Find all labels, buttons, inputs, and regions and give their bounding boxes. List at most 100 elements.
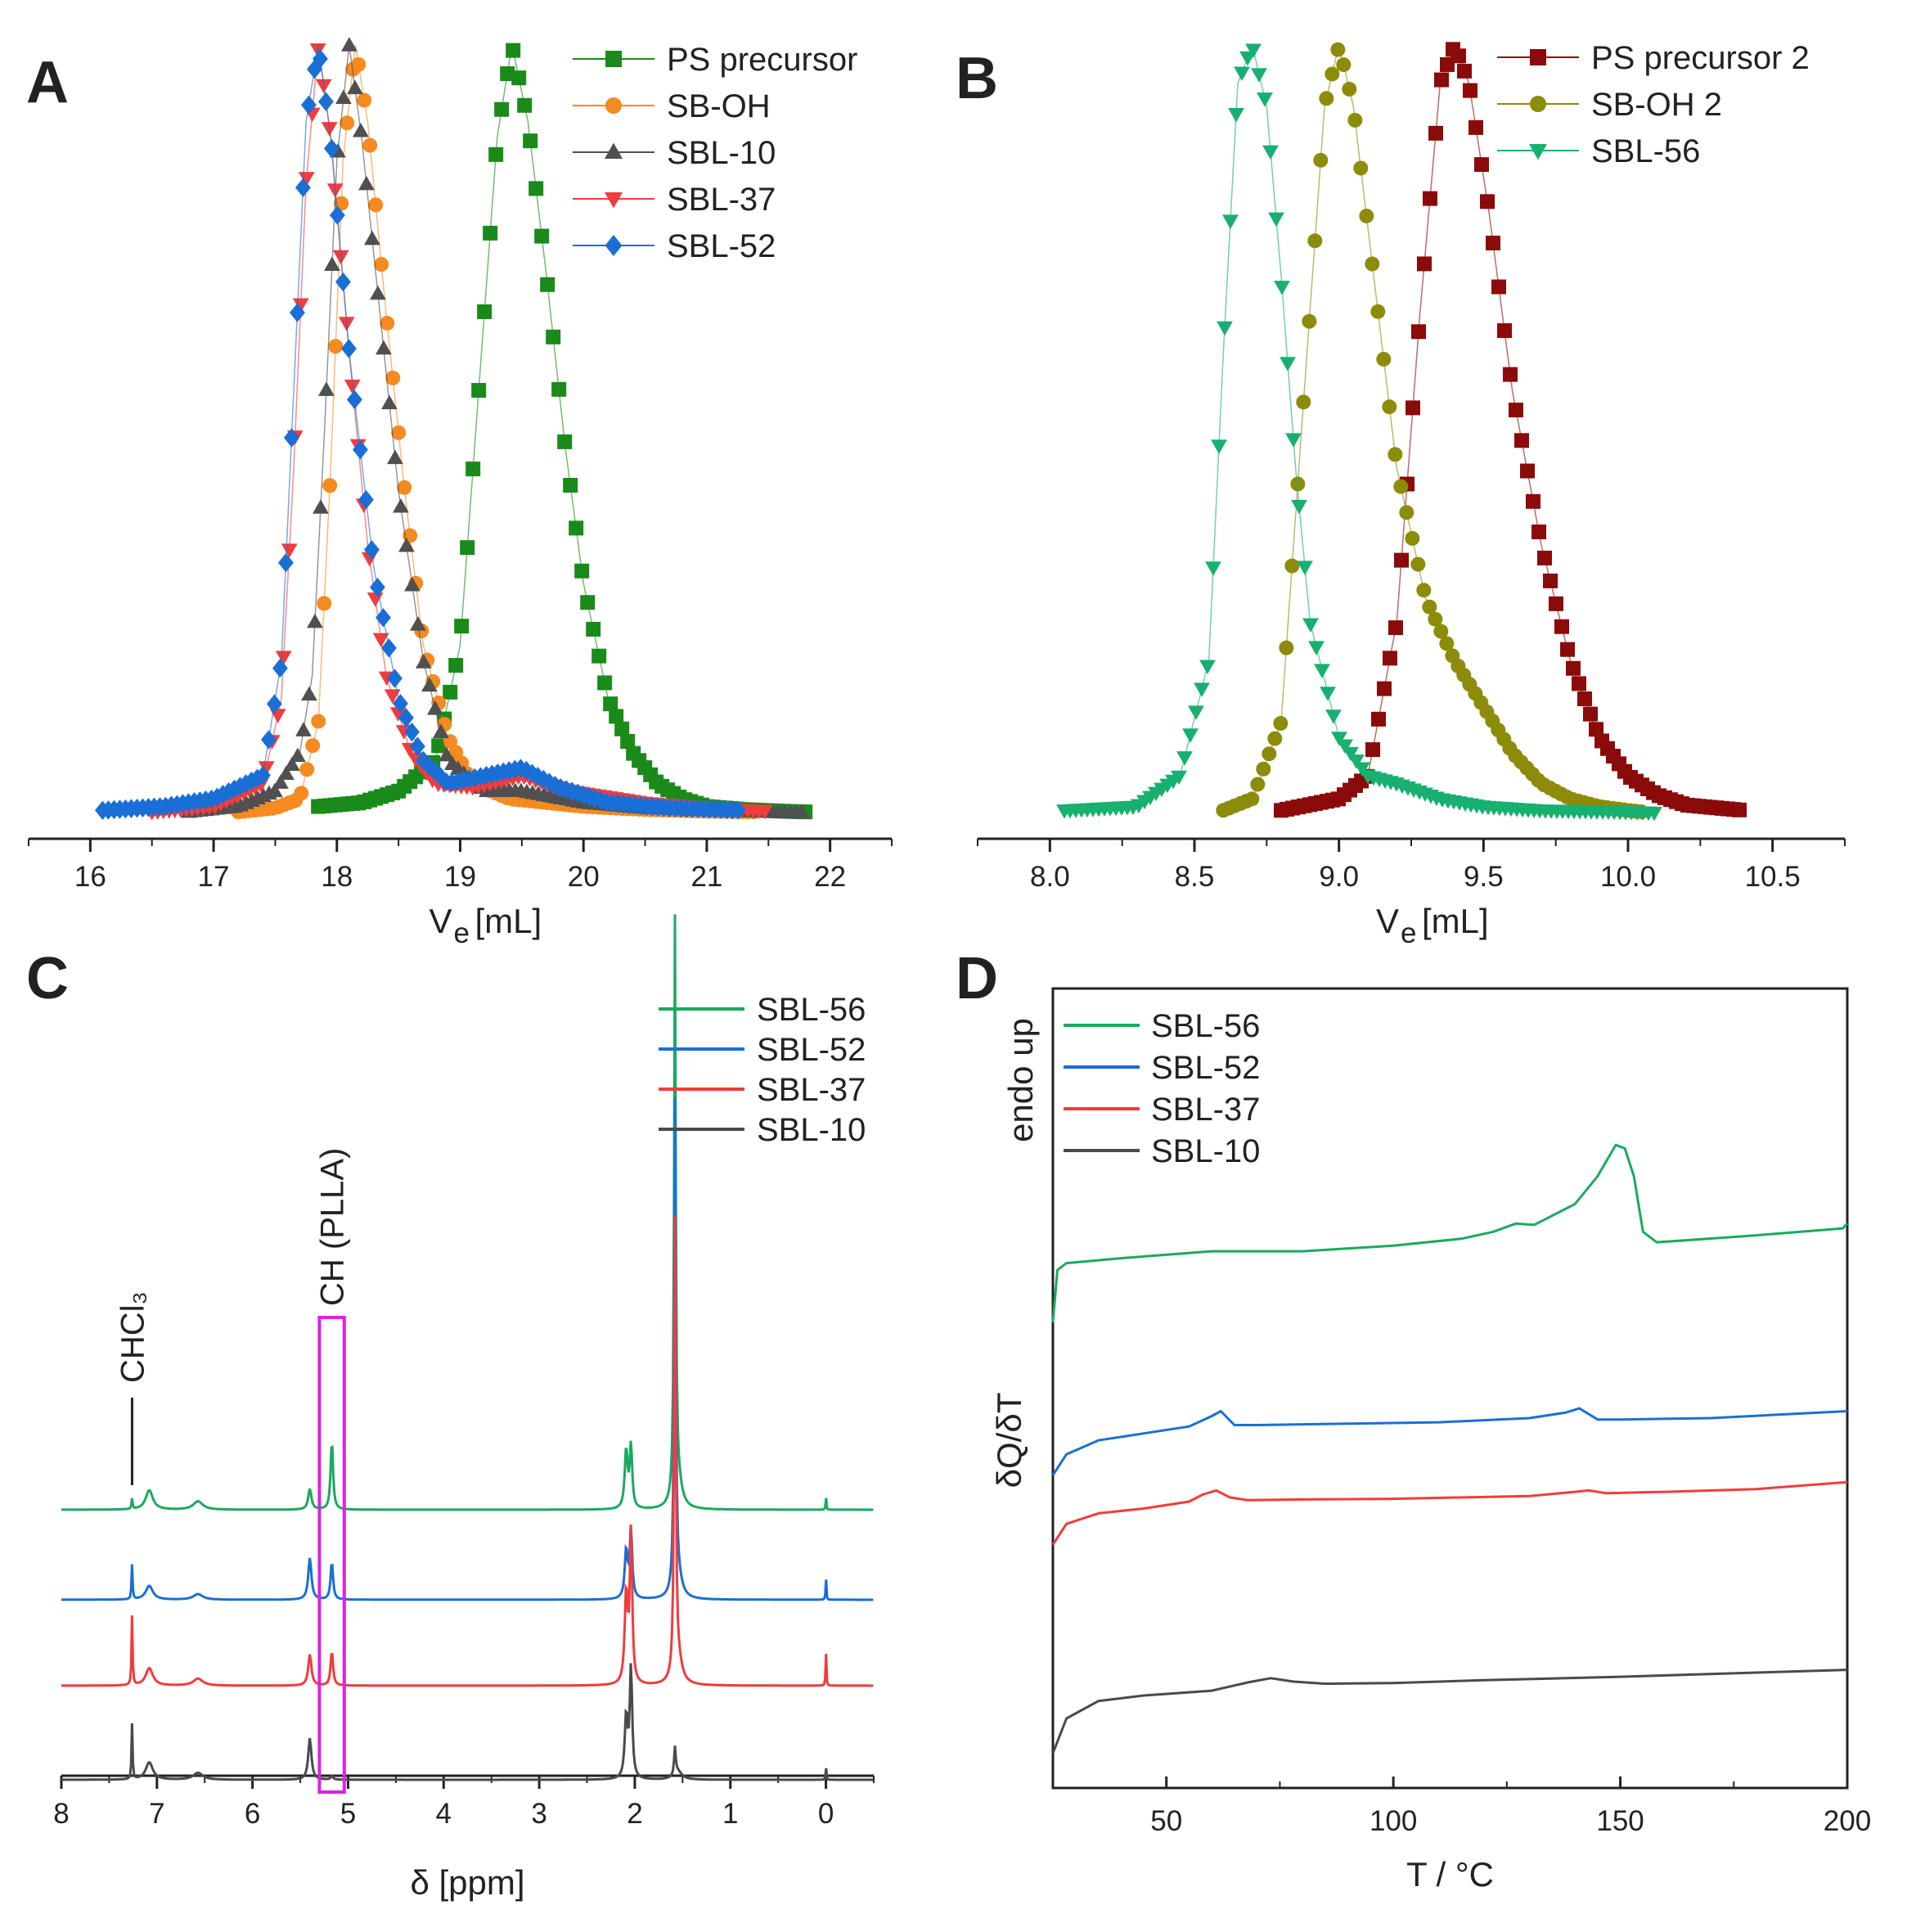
panel-a-point — [294, 786, 309, 801]
panel-c-spectrum-sbl-37 — [61, 1215, 874, 1687]
panel-d-endo-up-annotation: endo up — [1001, 1018, 1040, 1142]
panel-a-point — [289, 303, 305, 322]
panel-b-point — [1474, 157, 1489, 173]
panel-d-curve-sbl-52 — [1051, 1407, 1848, 1476]
panel-a-point — [794, 804, 810, 819]
panel-d-legend-label: SBL-37 — [1151, 1092, 1260, 1128]
panel-d-y-label: δQ/δT — [990, 1393, 1028, 1488]
panel-c-chcl3-annotation: CHCl₃ — [115, 1291, 151, 1383]
panel-b-point — [1250, 777, 1266, 792]
panel-d-curve-sbl-56 — [1051, 1143, 1849, 1322]
panel-b-point — [1342, 81, 1357, 97]
panel-b-point — [1503, 367, 1518, 382]
panel-a-point — [477, 304, 492, 319]
panel-a-point — [393, 498, 409, 513]
panel-b-point — [1365, 742, 1380, 758]
panel-d-curve-sbl-37 — [1051, 1480, 1848, 1546]
panel-b-x-tick-label: 10.0 — [1600, 861, 1656, 893]
panel-a-point — [387, 449, 403, 465]
panel-c-spectrum-sbl-52 — [61, 1097, 874, 1601]
panel-a-point — [488, 146, 504, 162]
panel-b-point — [1405, 530, 1420, 546]
panel-a-point — [603, 696, 618, 712]
panel-a-point — [318, 381, 335, 396]
panel-d-legend-label: SBL-56 — [1151, 1008, 1260, 1044]
panel-b-legend-label: SB-OH 2 — [1591, 87, 1722, 123]
panel-a-point — [546, 329, 561, 345]
panel-a-point — [483, 225, 498, 241]
panel-d-x-tick-label: 50 — [1150, 1805, 1182, 1837]
panel-a-point — [586, 621, 601, 637]
panel-b-x-label-unit: [mL] — [1422, 902, 1489, 940]
panel-b-chart: B 8.0 8.5 9.0 9.5 10.0 10.5 V e [mL] PS precursor … — [956, 40, 1846, 949]
panel-b-point — [1234, 66, 1250, 82]
panel-b-point — [1314, 664, 1330, 678]
panel-b-point — [1280, 357, 1296, 372]
panel-a-point — [409, 736, 425, 756]
panel-b-point — [1211, 439, 1227, 454]
panel-b-point — [1410, 556, 1426, 572]
panel-b-point — [1526, 493, 1540, 509]
panel-a-point — [258, 761, 275, 776]
panel-b-point — [1343, 746, 1359, 762]
panel-c-x-label: δ [ppm] — [410, 1863, 524, 1902]
panel-a-point — [260, 730, 277, 750]
panel-b-point — [1497, 323, 1512, 339]
panel-b-point — [1279, 640, 1294, 655]
panel-a-legend: PS precursor SB-OH SBL-10 SBL-37 SBL-52 — [573, 42, 857, 264]
panel-a-point — [448, 658, 464, 673]
panel-b-point — [1296, 394, 1311, 410]
panel-a-legend-marker — [605, 235, 623, 256]
panel-a-point — [281, 543, 298, 558]
panel-b-series-ps-precursor-2 — [1274, 42, 1747, 818]
panel-a-x-tick-label: 18 — [321, 861, 353, 893]
panel-a-point — [385, 370, 401, 385]
panel-b-point — [1267, 731, 1283, 746]
panel-a-point — [534, 228, 550, 244]
panel-a-point — [351, 56, 367, 72]
panel-d-x-tick-label: 100 — [1370, 1805, 1417, 1837]
panel-b-point — [1205, 561, 1221, 576]
panel-a-point — [358, 489, 374, 510]
panel-b-point — [1566, 660, 1581, 676]
panel-a-point — [277, 553, 294, 573]
panel-b-point — [1217, 321, 1233, 336]
panel-b-point — [1171, 770, 1187, 786]
panel-a-point — [454, 619, 470, 634]
panel-a-point — [322, 478, 338, 493]
panel-b-point — [1406, 400, 1420, 416]
panel-a-point — [254, 765, 271, 786]
panel-a-point — [471, 383, 487, 399]
panel-a-point — [460, 540, 475, 556]
panel-a-point — [494, 101, 510, 117]
panel-a-point — [266, 694, 282, 714]
panel-b-point — [1331, 732, 1347, 746]
panel-d-x-tick-label: 150 — [1596, 1805, 1644, 1837]
panel-a-point — [307, 613, 323, 628]
panel-a-point — [275, 651, 292, 665]
panel-a-x-tick-label: 19 — [444, 861, 476, 893]
panel-b-x-tick-label: 8.0 — [1030, 861, 1070, 893]
panel-c-legend-label: SBL-56 — [757, 992, 866, 1028]
panel-a-point — [340, 339, 357, 358]
panel-a-point — [528, 181, 544, 196]
panel-b-point — [1537, 550, 1552, 565]
panel-b-point — [1383, 651, 1397, 666]
panel-a-point — [283, 428, 299, 448]
panel-b-point — [1297, 561, 1313, 575]
panel-a-point — [381, 394, 398, 410]
panel-b-point — [1393, 479, 1409, 494]
panel-d-legend: SBL-56 SBL-52 SBL-37 SBL-10 — [1064, 1008, 1260, 1169]
panel-b-point — [1416, 583, 1432, 598]
panel-c-x-tick-label: 1 — [722, 1798, 738, 1830]
panel-a-point — [389, 707, 407, 722]
panel-b-point — [1313, 152, 1329, 168]
panel-b-point — [1291, 499, 1307, 515]
panel-a-point — [375, 608, 391, 628]
panel-b-point — [1370, 304, 1386, 319]
panel-a-point — [357, 92, 372, 108]
panel-a-point — [295, 178, 311, 198]
panel-b-point — [1543, 573, 1558, 588]
panel-b-point — [1388, 620, 1403, 636]
panel-b-point — [1376, 351, 1392, 367]
